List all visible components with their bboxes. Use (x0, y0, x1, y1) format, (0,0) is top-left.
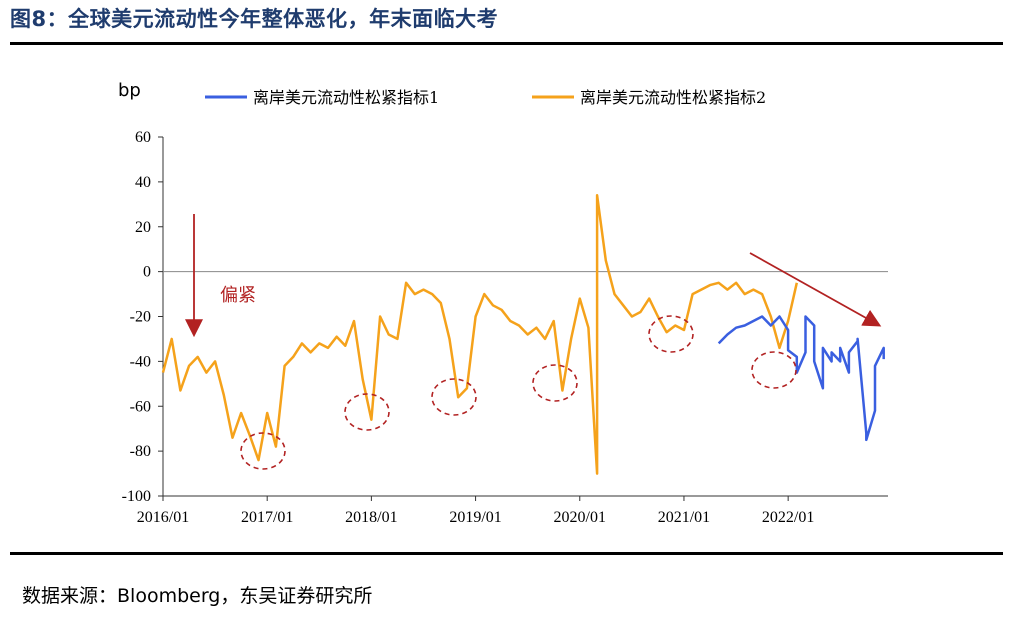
x-tick-label: 2018/01 (345, 509, 397, 526)
y-tick-label: 20 (135, 219, 151, 236)
dip-circle (751, 351, 797, 389)
y-tick-label: -100 (122, 488, 151, 505)
y-axis-unit: bp (118, 80, 141, 101)
y-tick-label: -80 (130, 443, 151, 460)
x-tick-label: 2019/01 (449, 509, 501, 526)
chart-series (161, 194, 885, 475)
dip-circle (344, 393, 390, 431)
title-divider (10, 42, 1003, 45)
chart-annotations: 偏紧 (185, 214, 882, 470)
chart-legend: 离岸美元流动性松紧指标1 离岸美元流动性松紧指标2 (205, 88, 766, 107)
x-tick-label: 2017/01 (241, 509, 293, 526)
y-tick-label: -40 (130, 353, 151, 370)
y-tick-label: -60 (130, 398, 151, 415)
x-tick-label: 2022/01 (762, 509, 814, 526)
legend-label: 离岸美元流动性松紧指标2 (580, 88, 766, 107)
x-tick-label: 2021/01 (658, 509, 710, 526)
dip-circle (532, 364, 578, 402)
y-tick-label: 0 (143, 264, 151, 281)
figure-title: 图8：全球美元流动性今年整体恶化，年末面临大考 (10, 7, 499, 31)
x-tick-label: 2016/01 (137, 509, 189, 526)
trend-arrow (749, 252, 882, 327)
chart-axes: 60 40 20 0 -20 -40 -60 -80 -100 2016/01 2017/01 201… (118, 80, 888, 526)
y-tick-label: 40 (135, 174, 151, 191)
y-tick-label: 60 (135, 129, 151, 146)
dip-circle (240, 432, 286, 470)
dip-circle (648, 315, 694, 353)
footer-divider (10, 552, 1003, 555)
y-tick-label: -20 (130, 309, 151, 326)
series-line-2 (161, 194, 799, 475)
source-note: 数据来源：Bloomberg，东吴证券研究所 (22, 585, 373, 607)
dip-circle (431, 378, 477, 416)
x-tick-label: 2020/01 (554, 509, 606, 526)
legend-label: 离岸美元流动性松紧指标1 (253, 88, 439, 107)
annotation-label: 偏紧 (220, 285, 256, 306)
series-line-1 (717, 315, 885, 442)
